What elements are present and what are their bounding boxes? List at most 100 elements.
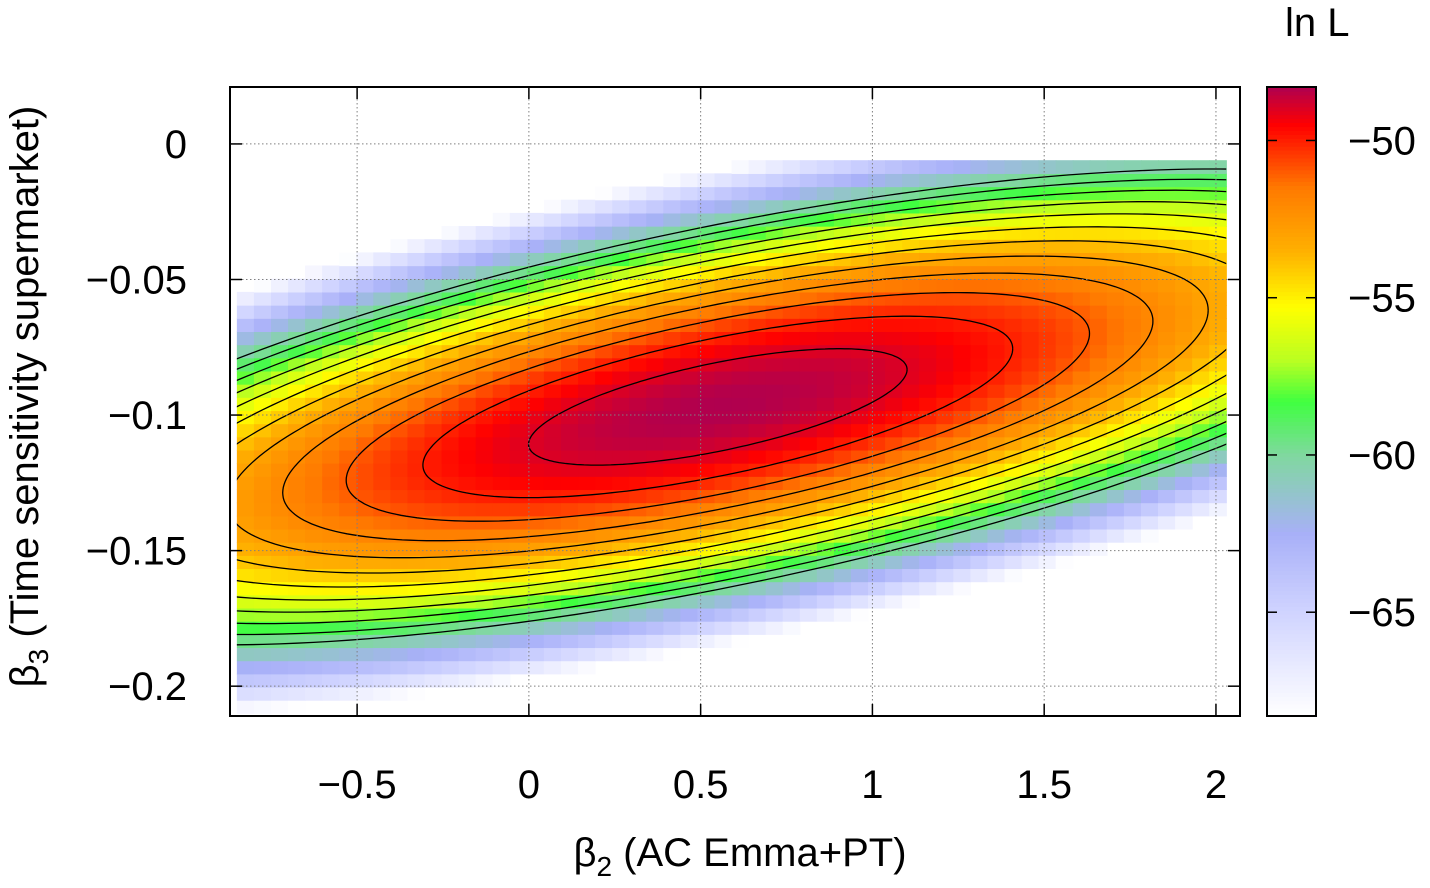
heatmap-cell	[543, 621, 562, 635]
heatmap-cell	[731, 160, 750, 174]
heatmap-cell	[1209, 265, 1227, 280]
heatmap-cell	[288, 489, 306, 504]
heatmap-cell	[441, 542, 460, 556]
heatmap-cell	[765, 212, 784, 227]
heatmap-cell	[339, 436, 357, 451]
heatmap-cell	[850, 502, 869, 517]
axis-ticks	[230, 87, 1240, 716]
heatmap-cell	[509, 502, 528, 517]
heatmap-cell	[833, 173, 852, 188]
heatmap-cell	[305, 305, 323, 319]
heatmap-cell	[1140, 305, 1159, 319]
colorbar-step	[1267, 236, 1316, 242]
heatmap-cell	[339, 502, 357, 517]
heatmap-cell	[885, 357, 903, 372]
heatmap-cell	[492, 331, 511, 346]
heatmap-cell	[526, 476, 545, 491]
heatmap-cell	[424, 489, 443, 504]
heatmap-cell	[492, 568, 511, 583]
heatmap-cell	[799, 397, 818, 412]
heatmap-cell	[441, 226, 460, 240]
heatmap-cell	[560, 647, 579, 662]
colorbar-step	[1267, 181, 1316, 186]
heatmap-cell	[612, 449, 630, 464]
heatmap-cell	[612, 212, 630, 227]
heatmap-cell	[833, 528, 852, 543]
heatmap-cell	[629, 226, 647, 240]
heatmap-cell	[407, 278, 426, 293]
colorbar-step	[1267, 617, 1316, 623]
heatmap-cell	[1175, 173, 1193, 188]
heatmap-cell	[970, 397, 989, 412]
heatmap-cell	[970, 528, 989, 543]
heatmap-cell	[373, 594, 391, 609]
heatmap-cell	[765, 581, 784, 596]
heatmap-cell	[1106, 252, 1125, 267]
heatmap-cell	[475, 370, 494, 385]
colorbar-step	[1267, 668, 1316, 674]
heatmap-cell	[850, 449, 869, 464]
heatmap-cell	[236, 700, 255, 714]
colorbar-step	[1267, 499, 1316, 505]
heatmap-cell	[1209, 212, 1227, 227]
heatmap-cell	[578, 528, 596, 543]
heatmap-cell	[595, 555, 613, 570]
heatmap-cell	[987, 357, 1006, 372]
heatmap-cell	[1055, 410, 1074, 425]
heatmap-cell	[885, 186, 903, 201]
heatmap-cell	[953, 370, 971, 385]
heatmap-cell	[543, 370, 562, 385]
heatmap-cell	[714, 528, 733, 543]
heatmap-cell	[680, 607, 699, 622]
heatmap-cell	[919, 291, 937, 306]
heatmap-cell	[697, 436, 716, 451]
heatmap-cell	[578, 463, 596, 477]
heatmap-cell	[868, 160, 886, 174]
heatmap-cell	[868, 370, 886, 385]
heatmap-cell	[475, 397, 494, 412]
heatmap-cell	[1123, 489, 1142, 504]
heatmap-cell	[936, 226, 954, 240]
heatmap-cell	[987, 331, 1006, 346]
colorbar-step	[1267, 625, 1316, 631]
heatmap-cell	[1106, 318, 1125, 332]
heatmap-cell	[748, 318, 767, 332]
heatmap-cell	[595, 449, 613, 464]
heatmap-cell	[339, 673, 357, 688]
heatmap-cell	[288, 436, 306, 451]
heatmap-cell	[578, 581, 596, 596]
heatmap-cell	[970, 173, 989, 188]
heatmap-cell	[1072, 199, 1091, 214]
heatmap-cell	[578, 555, 596, 570]
heatmap-cell	[424, 660, 443, 675]
heatmap-cell	[509, 278, 528, 293]
heatmap-cell	[270, 673, 289, 688]
heatmap-cell	[253, 700, 272, 714]
heatmap-cell	[936, 423, 954, 438]
heatmap-cell	[270, 476, 289, 491]
colorbar-step	[1267, 157, 1316, 163]
heatmap-cell	[595, 634, 613, 649]
heatmap-cell	[987, 265, 1006, 280]
heatmap-cell	[253, 581, 272, 596]
heatmap-cell	[1192, 278, 1210, 293]
heatmap-cell	[714, 423, 733, 438]
colorbar-step	[1267, 436, 1316, 442]
heatmap-cell	[936, 568, 954, 583]
heatmap-cell	[629, 528, 647, 543]
heatmap-cell	[492, 357, 511, 372]
heatmap-cell	[1209, 186, 1227, 201]
heatmap-cell	[765, 621, 784, 635]
heatmap-cell	[1089, 239, 1108, 253]
heatmap-cell	[987, 291, 1006, 306]
heatmap-cell	[492, 410, 511, 425]
heatmap-cell	[407, 357, 426, 372]
heatmap-cell	[680, 305, 699, 319]
heatmap-cell	[305, 463, 323, 477]
heatmap-cell	[748, 436, 767, 451]
heatmap-cell	[765, 555, 784, 570]
colorbar-step	[1267, 299, 1316, 304]
heatmap-cell	[390, 252, 409, 267]
heatmap-cell	[526, 291, 545, 306]
colorbar-step	[1267, 495, 1316, 501]
